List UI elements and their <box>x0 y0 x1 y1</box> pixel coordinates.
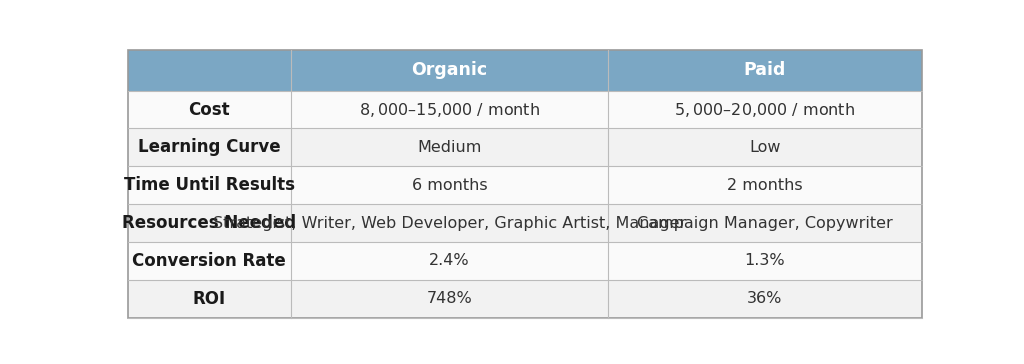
Bar <box>608 91 922 128</box>
Bar <box>291 280 608 318</box>
Bar <box>128 91 291 128</box>
Text: 6 months: 6 months <box>412 178 487 193</box>
Bar <box>608 204 922 242</box>
Text: Paid: Paid <box>743 61 786 79</box>
Text: ROI: ROI <box>193 290 226 308</box>
Bar <box>291 242 608 280</box>
Text: $8,000 – $15,000 / month: $8,000 – $15,000 / month <box>358 100 540 119</box>
Bar <box>608 50 922 91</box>
Bar <box>128 128 291 166</box>
Bar <box>608 166 922 204</box>
Text: Organic: Organic <box>412 61 487 79</box>
Text: 1.3%: 1.3% <box>744 253 785 268</box>
Text: Low: Low <box>750 140 780 155</box>
Bar <box>128 242 291 280</box>
Bar <box>608 242 922 280</box>
Bar <box>128 50 291 91</box>
Text: Time Until Results: Time Until Results <box>124 176 295 194</box>
Text: 36%: 36% <box>748 291 782 306</box>
Text: 2.4%: 2.4% <box>429 253 470 268</box>
Bar <box>291 204 608 242</box>
Bar <box>128 166 291 204</box>
Text: $5,000 – $20,000 / month: $5,000 – $20,000 / month <box>674 100 855 119</box>
Bar <box>291 166 608 204</box>
Bar <box>128 204 291 242</box>
Bar <box>291 91 608 128</box>
Text: 748%: 748% <box>427 291 472 306</box>
Text: Campaign Manager, Copywriter: Campaign Manager, Copywriter <box>637 215 893 230</box>
Text: Cost: Cost <box>188 100 230 119</box>
Bar <box>291 50 608 91</box>
Bar <box>608 280 922 318</box>
Text: Resources Needed: Resources Needed <box>122 214 296 232</box>
Text: Strategist, Writer, Web Developer, Graphic Artist, Manager: Strategist, Writer, Web Developer, Graph… <box>213 215 686 230</box>
Text: Medium: Medium <box>417 140 481 155</box>
Bar <box>608 128 922 166</box>
Bar <box>291 128 608 166</box>
Text: 2 months: 2 months <box>727 178 803 193</box>
Text: Conversion Rate: Conversion Rate <box>132 252 287 270</box>
Bar <box>128 280 291 318</box>
Text: Learning Curve: Learning Curve <box>138 138 281 157</box>
